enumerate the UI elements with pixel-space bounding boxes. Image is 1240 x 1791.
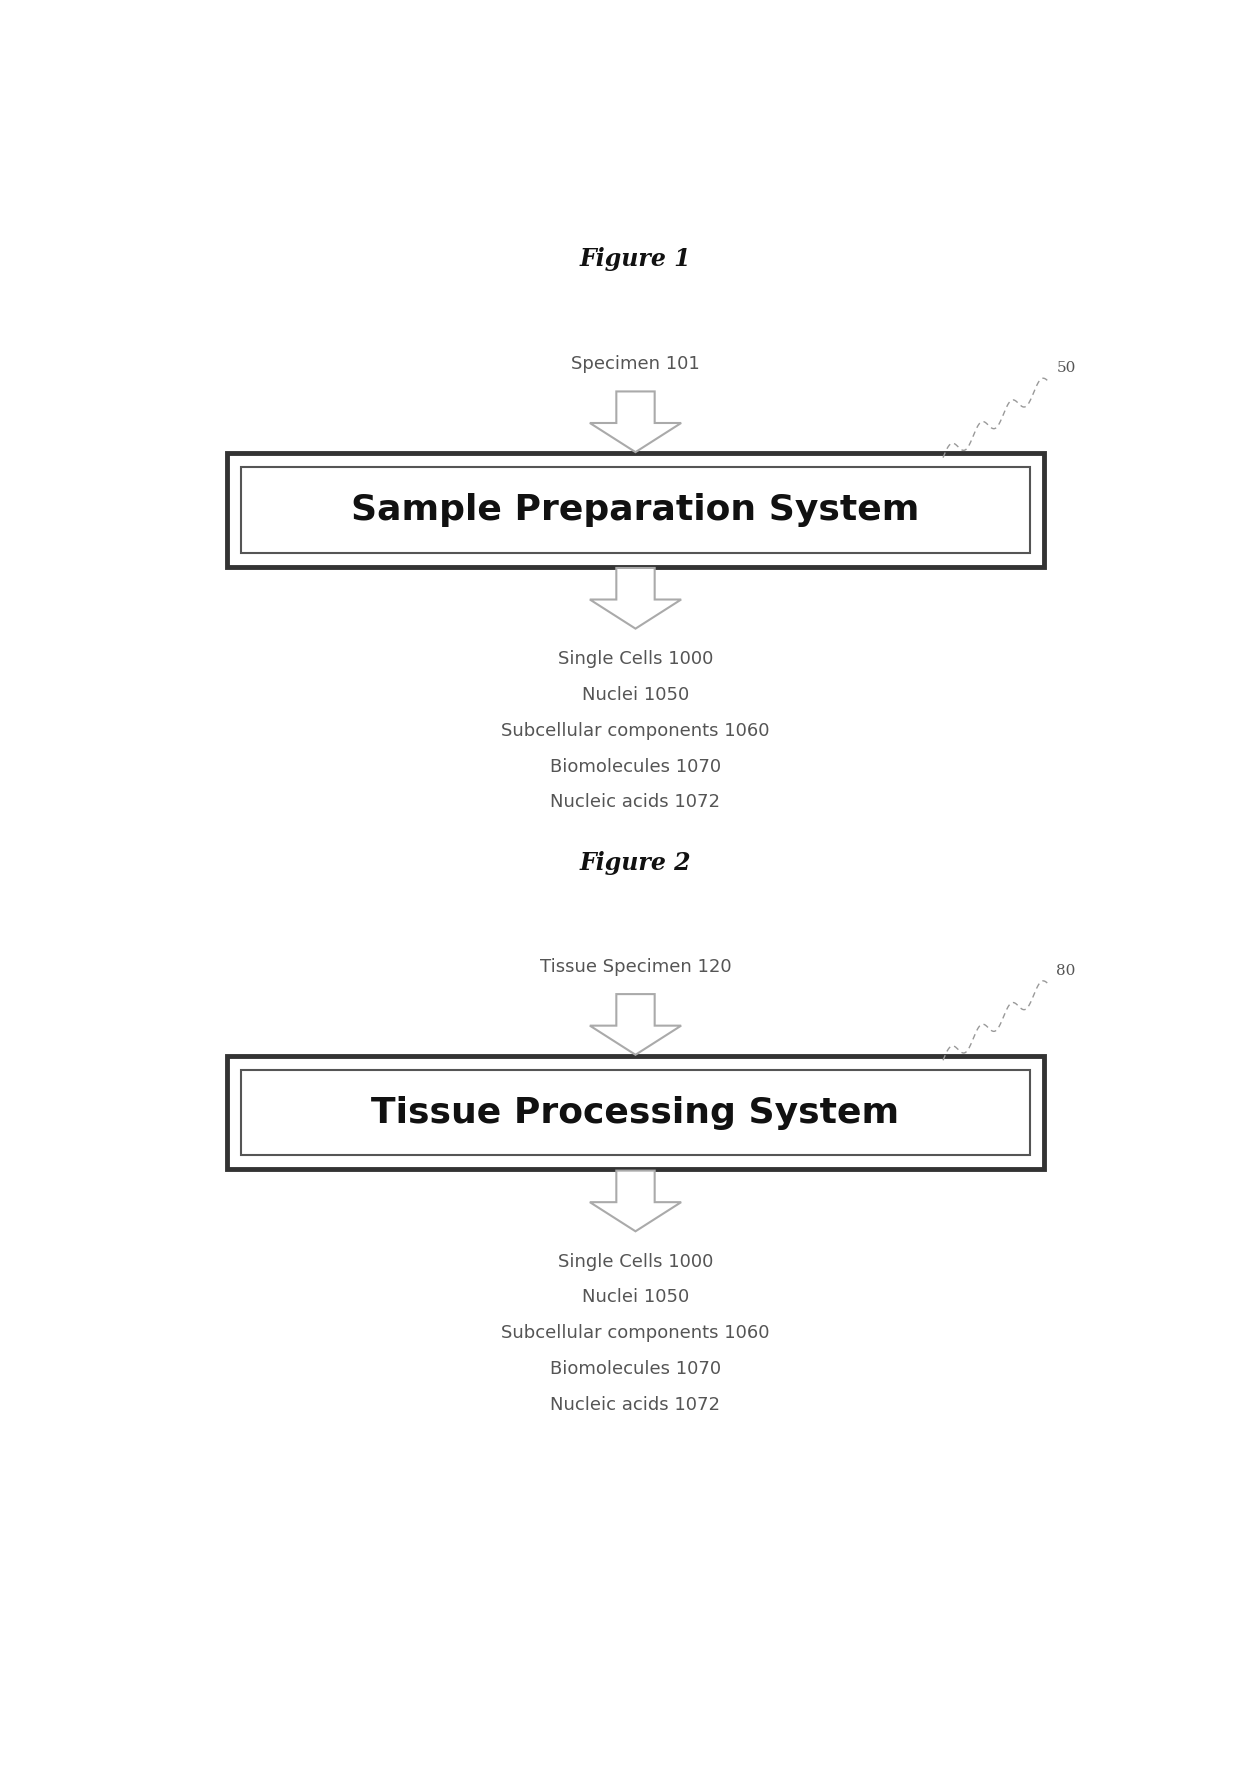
Text: Sample Preparation System: Sample Preparation System — [351, 493, 920, 527]
Text: Biomolecules 1070: Biomolecules 1070 — [549, 1359, 722, 1379]
Polygon shape — [590, 392, 681, 451]
Polygon shape — [590, 1171, 681, 1230]
FancyBboxPatch shape — [242, 1069, 1029, 1155]
Text: 80: 80 — [1056, 964, 1076, 978]
Text: Nuclei 1050: Nuclei 1050 — [582, 686, 689, 704]
Text: 50: 50 — [1056, 362, 1076, 374]
Text: Single Cells 1000: Single Cells 1000 — [558, 1252, 713, 1270]
Text: Nucleic acids 1072: Nucleic acids 1072 — [551, 1395, 720, 1415]
Text: Subcellular components 1060: Subcellular components 1060 — [501, 722, 770, 740]
Polygon shape — [590, 568, 681, 629]
Text: Tissue Processing System: Tissue Processing System — [372, 1096, 899, 1130]
FancyBboxPatch shape — [227, 453, 1044, 566]
FancyBboxPatch shape — [227, 1057, 1044, 1170]
Text: Figure 2: Figure 2 — [579, 851, 692, 876]
Text: Tissue Specimen 120: Tissue Specimen 120 — [539, 958, 732, 976]
Text: Biomolecules 1070: Biomolecules 1070 — [549, 758, 722, 776]
Text: Subcellular components 1060: Subcellular components 1060 — [501, 1324, 770, 1341]
Text: Nucleic acids 1072: Nucleic acids 1072 — [551, 793, 720, 811]
Polygon shape — [590, 994, 681, 1055]
Text: Nuclei 1050: Nuclei 1050 — [582, 1288, 689, 1306]
Text: Single Cells 1000: Single Cells 1000 — [558, 650, 713, 668]
Text: Specimen 101: Specimen 101 — [572, 355, 699, 373]
Text: Figure 1: Figure 1 — [579, 247, 692, 270]
FancyBboxPatch shape — [242, 467, 1029, 553]
